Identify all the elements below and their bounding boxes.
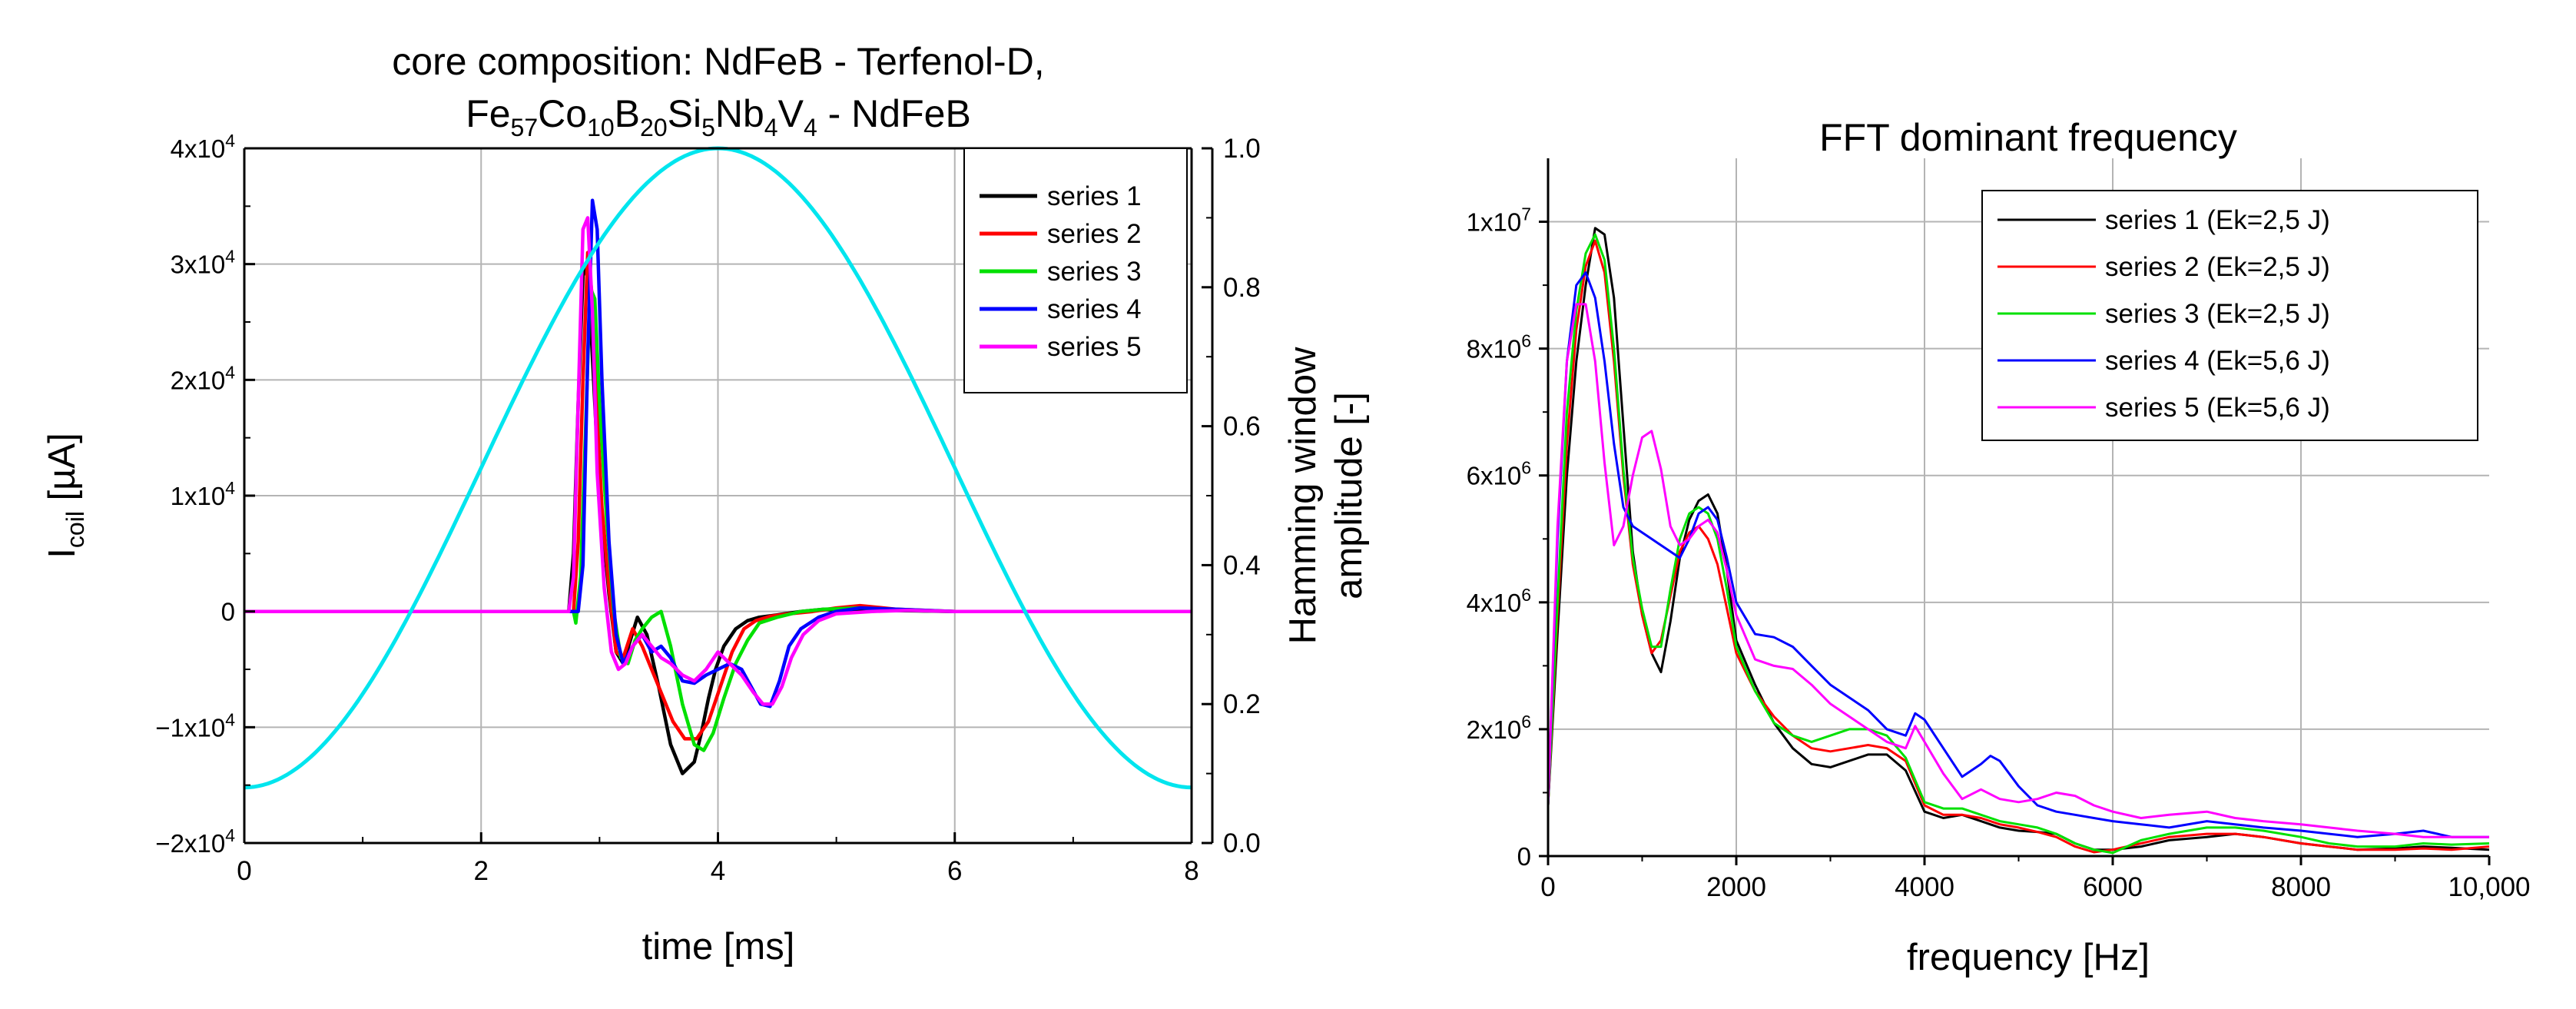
y-tick-label: 2x104 bbox=[171, 362, 236, 394]
y-tick-label: 6x106 bbox=[1467, 458, 1531, 490]
y-tick-label: 4x104 bbox=[171, 131, 236, 163]
series-line-series-3 bbox=[1547, 233, 2490, 855]
y-tick-label: −1x104 bbox=[155, 709, 235, 742]
legend-label: series 2 (Ek=2,5 J) bbox=[2105, 252, 2330, 282]
y2-axis-label-line1: Hamming window bbox=[1282, 347, 1324, 644]
legend-label: series 1 (Ek=2,5 J) bbox=[2105, 205, 2330, 235]
chart-title-formula: Fe57Co10B20Si5Nb4V4 - NdFeB bbox=[466, 92, 971, 141]
y-tick-label: −2x104 bbox=[155, 825, 235, 858]
x-tick-label: 0 bbox=[1540, 872, 1555, 902]
legend-label: series 4 (Ek=5,6 J) bbox=[2105, 346, 2330, 376]
series-line-series-5 bbox=[244, 216, 1192, 706]
legend: series 1 series 2 series 3 series 4 series 5 bbox=[963, 148, 1188, 393]
chart-title: FFT dominant frequency bbox=[1819, 116, 2237, 159]
y-tick-label: 8x106 bbox=[1467, 331, 1531, 363]
legend-label: series 3 bbox=[1047, 257, 1142, 287]
x-tick-label: 6000 bbox=[2083, 872, 2143, 902]
y2-tick-label: 0.4 bbox=[1223, 550, 1261, 580]
legend-box bbox=[1981, 190, 2478, 441]
x-tick-label: 8 bbox=[1184, 856, 1198, 886]
x-tick-label: 0 bbox=[237, 856, 251, 886]
legend: series 1 (Ek=2,5 J) series 2 (Ek=2,5 J) se… bbox=[1981, 190, 2478, 441]
legend-label: series 1 bbox=[1047, 181, 1142, 211]
fft-chart: 0 2000 4000 6000 8000 10,000 0 2x106 4x106 6x106 8… bbox=[1467, 116, 2531, 978]
legend-label: series 4 bbox=[1047, 294, 1142, 324]
x-tick-label: 4 bbox=[711, 856, 725, 886]
legend-label: series 5 bbox=[1047, 332, 1142, 362]
x-axis-label: time [ms] bbox=[642, 926, 795, 968]
x-tick-label: 4000 bbox=[1895, 872, 1954, 902]
x-tick-label: 2000 bbox=[1706, 872, 1766, 902]
series-line-series-1 bbox=[1547, 227, 2490, 851]
y-tick-label: 1x107 bbox=[1467, 204, 1531, 237]
series-line-series-4 bbox=[244, 198, 1192, 709]
y2-axis-label-line2: amplitude [-] bbox=[1328, 392, 1370, 599]
y2-tick-label: 0.6 bbox=[1223, 412, 1261, 442]
legend-label: series 2 bbox=[1047, 219, 1142, 249]
y-tick-label: 2x106 bbox=[1467, 712, 1531, 744]
y2-tick-label: 0.0 bbox=[1223, 828, 1261, 858]
legend-label: series 5 (Ek=5,6 J) bbox=[2105, 393, 2330, 423]
chart-title: core composition: NdFeB - Terfenol-D, bbox=[392, 40, 1044, 83]
x-tick-label: 10,000 bbox=[2448, 872, 2530, 902]
legend-label: series 3 (Ek=2,5 J) bbox=[2105, 299, 2330, 329]
y2-tick-label: 0.2 bbox=[1223, 689, 1261, 719]
y-tick-label: 3x104 bbox=[171, 247, 236, 279]
y-tick-label: 4x106 bbox=[1467, 585, 1531, 617]
y-tick-label: 0 bbox=[1517, 842, 1531, 871]
y-tick-label: 0 bbox=[221, 598, 235, 626]
y-tick-label: 1x104 bbox=[171, 478, 236, 510]
x-tick-label: 2 bbox=[474, 856, 489, 886]
x-tick-label: 8000 bbox=[2271, 872, 2331, 902]
time-chart: 0 2 4 6 8 4x104 3x104 2x104 1x104 0 −1x104 −2x104 0.… bbox=[41, 40, 1370, 968]
y2-tick-label: 1.0 bbox=[1223, 134, 1261, 164]
series-line-series-5 bbox=[1547, 303, 2489, 838]
x-tick-label: 6 bbox=[947, 856, 962, 886]
series-line-series-4 bbox=[1547, 271, 2489, 838]
y-axis-label: Icoil [µA] bbox=[41, 433, 89, 558]
x-axis-label: frequency [Hz] bbox=[1907, 937, 2150, 978]
y2-tick-label: 0.8 bbox=[1223, 273, 1261, 303]
